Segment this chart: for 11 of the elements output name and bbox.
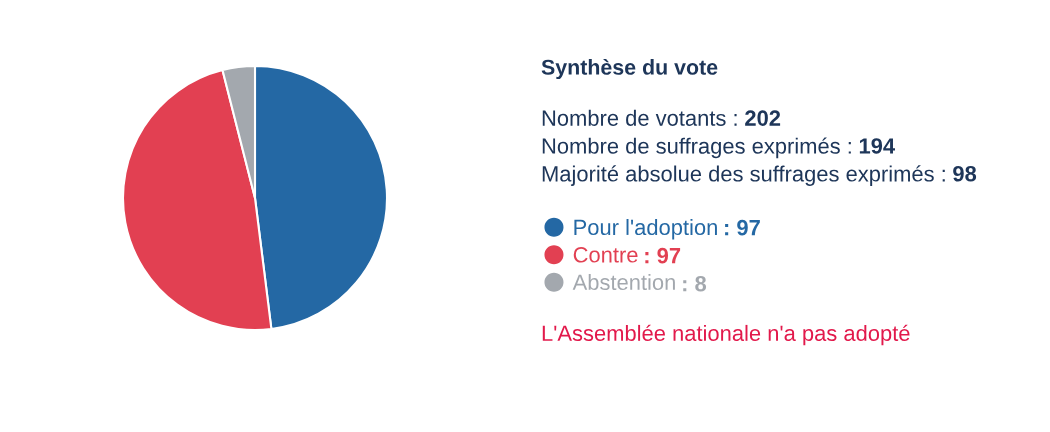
data-label: : 8 <box>683 275 707 292</box>
text: Nombre de votants : 202 <box>542 109 781 126</box>
text: Majorité absolue des suffrages exprimés : 98 <box>542 165 977 186</box>
text: L'Assemblée nationale n'a pas adopté <box>542 324 910 346</box>
text: Nombre de suffrages exprimés : 194 <box>542 137 895 159</box>
chart-title: Synthèse du vote <box>541 58 718 80</box>
legend-label: Contre <box>573 247 638 263</box>
data-label: : 97 <box>645 247 681 264</box>
legend-label: Abstention <box>572 273 675 291</box>
legend-label: Pour l'adoption <box>574 219 717 240</box>
data-label: : 97 <box>725 219 760 236</box>
